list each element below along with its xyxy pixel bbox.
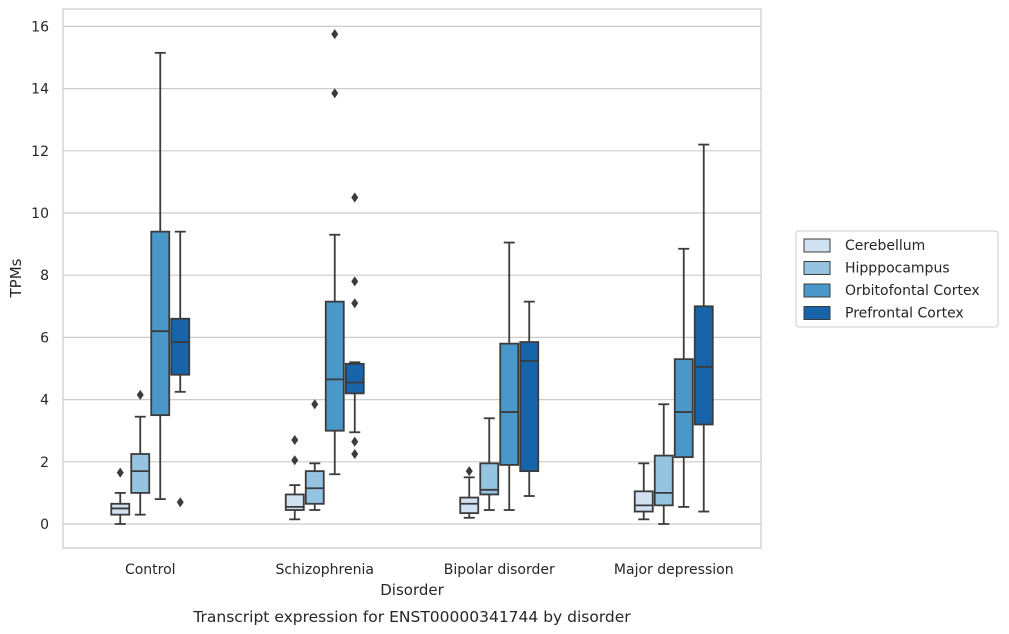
- x-tick-label: Schizophrenia: [276, 562, 374, 578]
- plot-area: [63, 9, 761, 548]
- box: [150, 230, 171, 417]
- box: [479, 462, 500, 496]
- y-axis-ticks: 0 2 4 6 8 10 12 14 16: [31, 19, 49, 533]
- box: [499, 342, 520, 466]
- outlier-point: [176, 497, 184, 508]
- y-tick-label: 0: [40, 517, 49, 533]
- outlier-point: [351, 298, 359, 309]
- legend-label: Prefrontal Cortex: [845, 306, 964, 322]
- legend-label: Cerebellum: [845, 238, 925, 254]
- box: [673, 358, 694, 459]
- outlier-point: [291, 455, 299, 466]
- x-axis-label: Disorder: [380, 581, 444, 599]
- legend-frame: [795, 230, 999, 328]
- outlier-point: [291, 435, 299, 446]
- outlier-point: [311, 399, 319, 410]
- outlier-point: [351, 276, 359, 287]
- y-tick-label: 12: [31, 144, 49, 160]
- y-tick-label: 4: [40, 393, 49, 409]
- y-tick-label: 2: [40, 455, 49, 471]
- legend-label: Hipppocampus: [845, 261, 950, 277]
- chart-caption: Transcript expression for ENST0000034174…: [192, 608, 631, 626]
- legend-swatch: [803, 306, 831, 320]
- outlier-point: [116, 467, 124, 478]
- box: [459, 496, 480, 515]
- box: [633, 490, 654, 513]
- y-tick-label: 10: [31, 206, 49, 222]
- outlier-point: [465, 466, 473, 477]
- box-series: [110, 29, 714, 525]
- x-tick-label: Bipolar disorder: [444, 562, 555, 578]
- y-axis-label: TPMs: [7, 258, 25, 298]
- box: [519, 341, 540, 473]
- x-tick-label: Major depression: [614, 562, 734, 578]
- legend-label: Orbitofontal Cortex: [845, 283, 980, 299]
- x-axis-ticks: Control Schizophrenia Bipolar disorder Majo…: [125, 562, 734, 578]
- box: [324, 300, 345, 432]
- box: [693, 305, 714, 426]
- y-tick-label: 14: [31, 82, 49, 98]
- y-tick-label: 6: [40, 330, 49, 346]
- legend: Cerebellum Hipppocampus Orbitofontal Corte…: [795, 230, 999, 328]
- y-tick-label: 8: [40, 268, 49, 284]
- outlier-point: [136, 389, 144, 400]
- box: [170, 317, 191, 376]
- outlier-point: [351, 449, 359, 460]
- y-tick-label: 16: [31, 19, 49, 35]
- box: [344, 362, 365, 395]
- x-tick-label: Control: [125, 562, 176, 578]
- box: [653, 454, 674, 507]
- legend-swatch: [803, 238, 831, 253]
- legend-swatch: [803, 261, 831, 275]
- outlier-point: [331, 29, 339, 40]
- outlier-point: [351, 192, 359, 203]
- legend-swatch: [803, 283, 831, 298]
- plot-frame: [62, 8, 762, 549]
- box: [130, 453, 151, 494]
- outlier-point: [351, 436, 359, 447]
- outlier-point: [331, 88, 339, 99]
